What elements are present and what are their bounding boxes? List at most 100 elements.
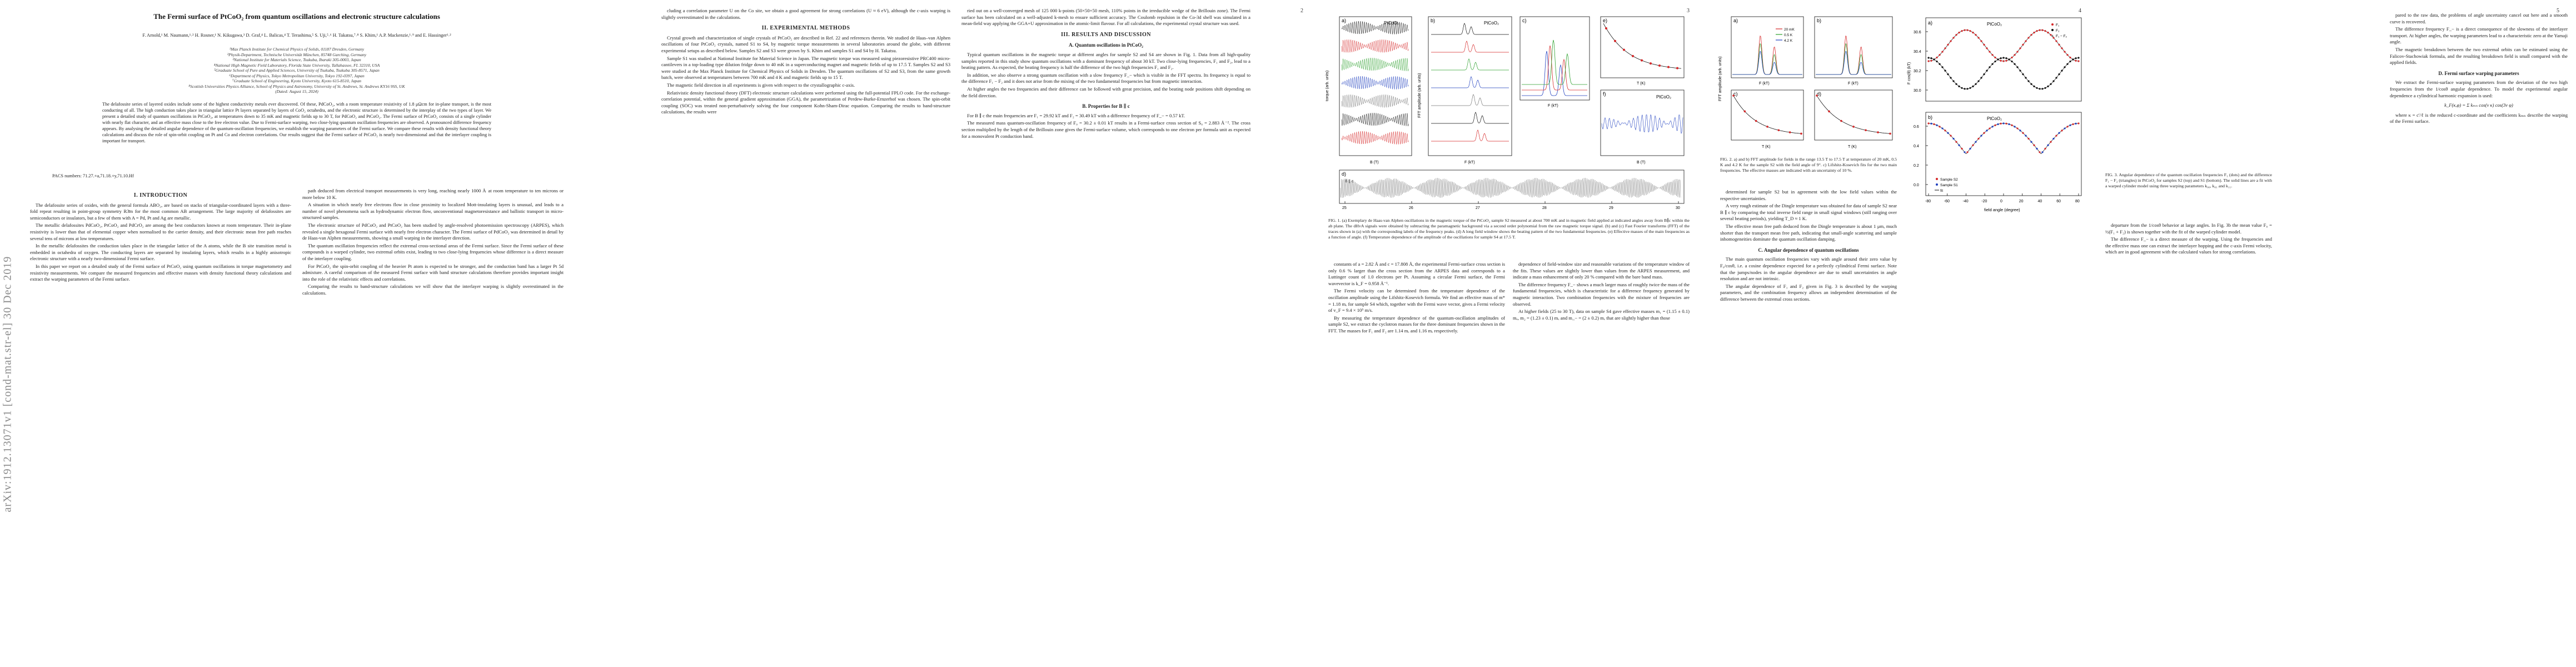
body-paragraph: cluding a correlation parameter U on the…	[661, 8, 950, 20]
data-point-f1	[2033, 32, 2035, 34]
fig1-panel-d-beating	[1340, 178, 1681, 198]
oscillation-trace	[1601, 114, 1683, 134]
data-point-difference	[2000, 122, 2002, 125]
data-point-difference	[1972, 144, 1974, 146]
fig3-panel-a-frame	[1925, 17, 2082, 102]
x-tick-label: 28	[1542, 206, 1547, 210]
paper-title: The Fermi surface of PtCoO₂ from quantum…	[153, 12, 440, 21]
fig1-panel-f-sample: PtCoO₂	[1656, 94, 1671, 99]
data-point-f1	[1944, 47, 1946, 49]
data-point-difference	[2036, 147, 2038, 150]
data-point-f1	[2022, 43, 2024, 46]
p2-column-right: ried out on a well-converged mesh of 125…	[961, 8, 1250, 141]
data-point-f1	[1969, 30, 1971, 32]
results-paragraph: In addition, we also observe a strong qu…	[961, 72, 1250, 84]
data-point	[1877, 131, 1879, 133]
data-point-f1	[1977, 37, 1980, 39]
data-point-f2	[2061, 69, 2063, 72]
fig1-panel-e-label: e)	[1603, 18, 1607, 23]
fig3-panel-b-ticks: 0.6 0.4 0.2 0.0	[1914, 125, 1928, 187]
fig3-panel-b-points	[1927, 122, 2080, 154]
data-point-f1	[2069, 56, 2071, 59]
body-paragraph: departure from the 1/cosθ behavior at la…	[2105, 222, 2272, 235]
data-point-f2	[1933, 58, 1935, 61]
fig1-panel-a-label: a)	[1342, 18, 1346, 23]
data-point-f1	[1994, 56, 1996, 59]
fig1-panel-b-frame	[1428, 16, 1512, 156]
p1-column-left: I. INTRODUCTION The delafossite series o…	[30, 188, 291, 284]
results-paragraph: At higher angles the two frequencies and…	[961, 86, 1250, 98]
fig3-panel-a-sample: PtCoO₂	[1987, 22, 2002, 27]
body-paragraph: The angular dependence of F₁ and F₂ give…	[1720, 283, 1897, 302]
data-point-difference	[1939, 126, 1941, 128]
fig2-legend: 20 mK 0.5 K 4.2 K	[1776, 28, 1795, 43]
fig1-panel-d-frame	[1339, 170, 1685, 204]
x-tick-label: -20	[1981, 200, 1987, 203]
fig1-panel-c-frame	[1519, 16, 1590, 101]
data-point-difference	[1936, 124, 1938, 126]
body-paragraph: determined for sample S2 but in agreemen…	[1720, 189, 1897, 201]
data-point-difference	[1969, 147, 1971, 150]
data-point	[1623, 48, 1625, 51]
page-number: 5	[2557, 8, 2559, 14]
x-tick-label: 30	[1676, 206, 1680, 210]
affiliation-2: ²Physik-Department, Technische Universit…	[227, 52, 367, 57]
data-point	[1755, 120, 1757, 122]
fft-peak-curve	[1816, 43, 1891, 75]
data-point	[1641, 59, 1643, 62]
data-point-f1	[2036, 30, 2038, 32]
figure-1-caption: FIG. 1. (a) Exemplary de Haas-van Alphen…	[1328, 218, 1690, 240]
data-point-f2	[2027, 80, 2030, 82]
data-point-f2	[1991, 63, 1994, 65]
data-point-difference	[1947, 132, 1949, 134]
fig1-panel-b-label: b)	[1431, 18, 1435, 23]
fig3-legend-item: fit	[1940, 189, 1943, 193]
fig1-panel-e-xlabel: T (K)	[1637, 82, 1645, 86]
data-point-difference	[2039, 151, 2041, 153]
data-point-difference	[2052, 137, 2055, 140]
beating-trace	[1340, 178, 1681, 198]
data-point-difference	[2008, 123, 2010, 126]
fig1-panel-c-xlabel: F (kT)	[1548, 104, 1558, 108]
data-point-difference	[1964, 151, 1966, 153]
data-point-f2	[1966, 88, 1969, 90]
body-paragraph: The magnetic breakdown between the two e…	[2390, 46, 2568, 66]
data-point-f1	[2027, 37, 2030, 39]
data-point-f1	[2050, 34, 2052, 36]
y-tick-label: 30.2	[1914, 69, 1921, 73]
data-point	[1777, 129, 1780, 132]
body-paragraph: For PtCoO₂ the spin-orbit coupling of th…	[302, 263, 564, 282]
fft-peak-curve	[1522, 45, 1587, 91]
data-point	[1632, 54, 1634, 57]
data-point-f2	[2016, 66, 2019, 68]
subsection-c-heading: C. Angular dependence of quantum oscilla…	[1758, 247, 1859, 253]
data-point-f2	[1958, 85, 1960, 87]
fig1-panel-c-peaks	[1522, 39, 1587, 96]
data-point-f1	[1972, 32, 1974, 34]
page-3: 3 a) PtCoO₂ torque (arb. units) B (T) b)…	[1320, 0, 1703, 667]
data-point	[1605, 27, 1607, 29]
fig2-panel-c-xlabel: T (K)	[1762, 145, 1770, 149]
data-point-difference	[2072, 123, 2074, 126]
data-point-f1	[1986, 47, 1988, 49]
data-point-difference	[1927, 122, 1930, 125]
fig3-legend-item: Sample S2	[1940, 178, 1958, 182]
data-point-f1	[1950, 40, 1952, 42]
data-point-f2	[1955, 83, 1957, 85]
fig2-panel-a-xlabel: F (kT)	[1759, 82, 1770, 86]
data-point	[1676, 67, 1678, 69]
data-point-f2	[2064, 66, 2066, 68]
data-point-f2	[1975, 83, 1977, 85]
data-point-f2	[2044, 87, 2046, 89]
data-point-difference	[2011, 124, 2013, 126]
data-point-f1	[2077, 60, 2080, 62]
fig2-panel-c-label: c)	[1733, 91, 1738, 97]
figure-3: a) PtCoO₂ F cos(θ) (kT) 30.6 30.4 30.2 30.0…	[1907, 17, 2082, 212]
affiliation-6: ⁶Department of Physics, Tokyo Metropolit…	[229, 73, 365, 78]
data-point-f2	[2036, 87, 2038, 89]
data-point-difference	[1983, 132, 1985, 134]
fft-peak-curve	[1522, 51, 1587, 96]
fig1-panel-b-spectra	[1431, 23, 1509, 142]
p2-column-left: cluding a correlation parameter U on the…	[661, 8, 950, 117]
data-point	[1828, 110, 1830, 113]
